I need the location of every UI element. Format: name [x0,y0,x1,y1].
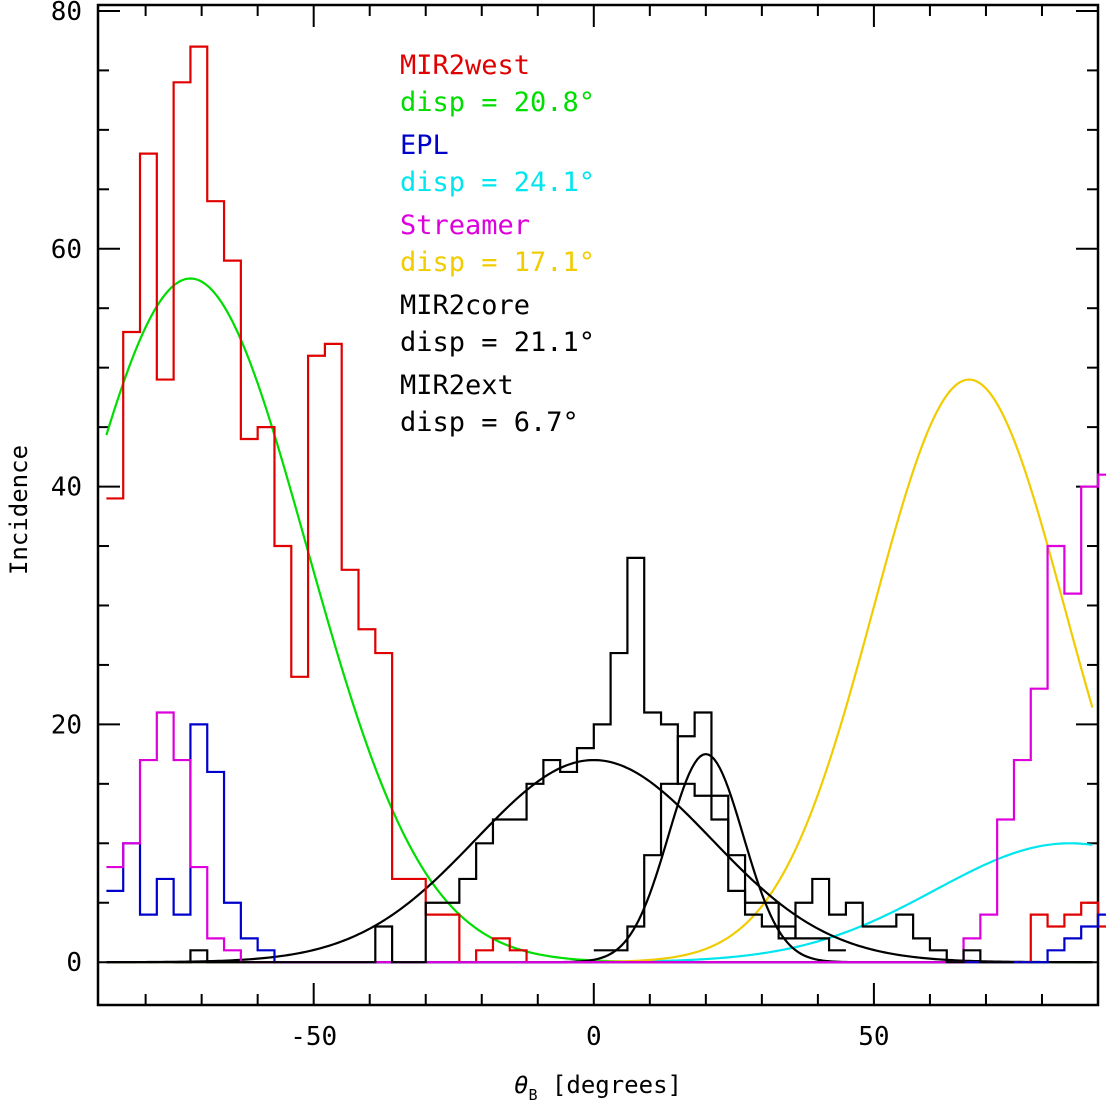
gaussian-fit-curve [106,378,1094,964]
histogram-steps [593,711,1014,964]
x-axis-unit: [degrees] [537,1071,682,1099]
axis-ticks [98,5,1099,1005]
legend-entry: disp = 6.7° [400,407,579,438]
x-axis-subscript: B [528,1086,537,1104]
histograms [106,45,1106,964]
x-axis-symbol: θ [514,1071,528,1099]
x-tick-label: 50 [858,1022,889,1052]
y-axis-title: Incidence [5,445,33,575]
x-axis-title: θB [degrees] [514,1071,682,1104]
y-tick-label: 20 [51,710,82,740]
gaussian-fit-curve [106,842,1093,964]
x-tick-label: -50 [290,1022,337,1052]
legend-entry: MIR2ext [400,370,514,401]
x-tick-label: 0 [586,1022,602,1052]
histogram-steps [173,556,846,964]
y-tick-label: 0 [66,948,82,978]
legend-entry: MIR2west [400,50,530,81]
gaussian-fit-curve [106,758,1093,964]
legend-entry: Streamer [400,210,530,241]
plot-frame [96,3,1100,1007]
legend-entry: disp = 20.8° [400,87,595,118]
y-tick-label: 80 [51,0,82,27]
legend-entry: disp = 17.1° [400,247,595,278]
y-tick-label: 40 [51,473,82,503]
legend-entry: disp = 24.1° [400,167,595,198]
gaussian-fit-curve [105,277,1093,964]
histogram-steps [106,723,1106,964]
legend-entry: EPL [400,130,449,161]
gaussian-fit-curve [106,752,1093,964]
legend-entry: MIR2core [400,290,530,321]
histogram-steps [106,45,1106,964]
tick-labels: -50 0 50 0 20 40 60 80 [51,0,890,1052]
legend: MIR2west disp = 20.8° EPL disp = 24.1° Strea… [400,50,595,438]
y-tick-label: 60 [51,235,82,265]
gaussian-fits [105,277,1094,964]
legend-entry: disp = 21.1° [400,327,595,358]
